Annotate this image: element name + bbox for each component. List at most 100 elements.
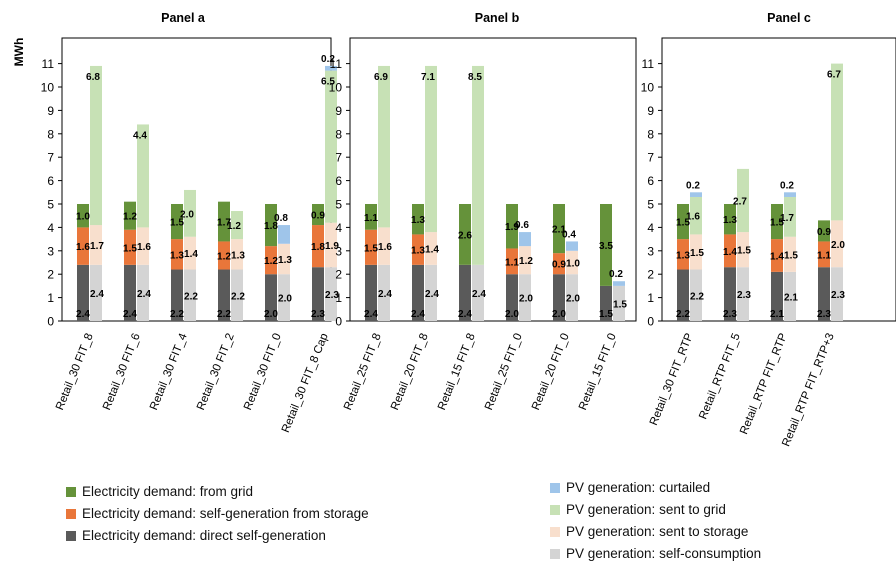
bar-pv-storage (784, 236, 796, 272)
legend-entry-grid-demand: Electricity demand: from grid (66, 481, 369, 503)
bar-pv-grid (231, 211, 243, 240)
data-label-pv-self: 2.1 (784, 292, 798, 303)
bar-demand-direct (459, 264, 471, 321)
data-label-pv-self: 2.2 (690, 291, 704, 302)
y-tick-label: 3 (647, 244, 654, 258)
bar-pv-storage (566, 250, 578, 275)
x-tick-label: Retail_30 FIT_2 (195, 332, 237, 412)
data-label-pv-self: 2.2 (184, 291, 198, 302)
data-label-pv-grid: 1.6 (686, 212, 700, 223)
bar-pv-grid (425, 65, 437, 233)
y-tick-label: 3 (335, 244, 342, 258)
y-tick-label: 7 (47, 151, 54, 165)
bar-demand-direct (365, 264, 377, 321)
bar-demand-storage (818, 241, 830, 268)
bar-pv-self (613, 285, 625, 321)
data-label-demand-direct: 2.4 (458, 309, 472, 320)
data-label-pv-self: 2.3 (325, 290, 339, 301)
bar-demand-storage (506, 248, 518, 275)
bar-demand-direct (77, 264, 89, 321)
bar-pv-storage (231, 239, 243, 270)
data-label-pv-grid: 6.8 (86, 72, 100, 83)
bar-demand-direct (553, 274, 565, 321)
data-label-pv-grid: 7.1 (421, 72, 435, 83)
data-label-pv-storage: 1.2 (519, 256, 533, 267)
bar-demand-storage (218, 241, 230, 270)
y-tick-label: 8 (47, 127, 54, 141)
bar-pv-grid (137, 124, 149, 228)
bar-demand-storage (265, 246, 277, 275)
scenario-2: 2.4 1.5 1.2 2.4 1.6 4.4 Retail_30 FIT_6 (101, 124, 151, 412)
bar-demand-grid (818, 220, 830, 242)
legend-entry-pv-storage: PV generation: sent to storage (550, 521, 761, 543)
legend-label: PV generation: sent to grid (566, 502, 726, 517)
data-label-pv-self: 2.3 (737, 290, 751, 301)
x-tick-label: Retail_30 FIT_8 (54, 332, 96, 412)
bar-pv-storage (278, 243, 290, 275)
bar-demand-direct (724, 267, 736, 321)
x-tick-label: Retail_15 FIT_0 (577, 332, 619, 412)
data-label-demand-grid: 1.5 (770, 218, 784, 229)
data-label-pv-self: 2.0 (566, 294, 580, 305)
bar-pv-self (472, 264, 484, 321)
y-tick-label: 3 (47, 244, 54, 258)
scenario-6: 1.5 3.5 1.5 0.2 Retail_15 FIT_0 (577, 204, 627, 412)
x-tick-label: Retail_20 FIT_8 (389, 332, 431, 412)
bar-pv-grid (690, 196, 702, 235)
bar-demand-grid (412, 204, 424, 235)
data-label-pv-grid: 4.4 (133, 130, 147, 141)
y-tick-label: 6 (647, 174, 654, 188)
data-label-demand-direct: 2.0 (552, 309, 566, 320)
bar-demand-direct (677, 269, 689, 321)
plot-frame (61, 37, 332, 322)
legend-swatch (550, 505, 560, 515)
data-label-demand-grid: 0.9 (817, 227, 831, 238)
data-label-pv-storage: 1.3 (231, 250, 245, 261)
data-label-pv-grid: 6.7 (827, 70, 841, 81)
y-tick-label: 10 (41, 81, 55, 95)
data-label-demand-storage: 1.5 (123, 243, 137, 254)
y-tick-label: 10 (641, 81, 655, 95)
bar-pv-grid (737, 168, 749, 233)
data-label-demand-grid: 2.6 (458, 230, 472, 241)
bar-pv-storage (90, 225, 102, 265)
scenario-5: 2.0 1.2 1.8 2.0 1.3 0.8 Retail_30 FIT_0 (242, 204, 292, 412)
data-label-pv-self: 2.4 (378, 289, 392, 300)
data-label-demand-direct: 2.1 (770, 309, 784, 320)
panel-2: Panel b 0 1 2 3 4 5 6 7 8 9 10 11 2.4 1.5 1.1 2.4 1.6 6.9 R… (329, 11, 637, 412)
data-label-demand-storage: 1.3 (411, 246, 425, 257)
bar-demand-direct (771, 271, 783, 321)
legend-pv: PV generation: curtailed PV generation: s… (550, 477, 761, 565)
bar-demand-storage (77, 227, 89, 265)
panel-title: Panel c (767, 11, 811, 25)
bar-pv-curtailed (566, 241, 578, 251)
legend-demand: Electricity demand: from grid Electricity… (66, 481, 369, 547)
bar-demand-grid (171, 204, 183, 240)
data-label-demand-storage: 0.9 (552, 260, 566, 271)
bar-demand-storage (771, 239, 783, 272)
x-tick-label: Retail_25 FIT_8 (342, 332, 384, 412)
data-label-demand-direct: 2.4 (364, 309, 378, 320)
data-label-pv-grid: 1.7 (780, 213, 794, 224)
data-label-pv-self: 2.2 (231, 291, 245, 302)
bar-pv-curtailed (519, 232, 531, 247)
data-label-pv-curtailed: 0.8 (274, 213, 288, 224)
data-label-pv-grid: 2.7 (733, 196, 747, 207)
data-label-demand-storage: 1.4 (723, 247, 737, 258)
x-tick-label: Retail_RTP FIT_5 (697, 332, 742, 421)
bar-pv-self (737, 267, 749, 321)
data-label-demand-direct: 2.3 (723, 309, 737, 320)
y-tick-label: 6 (335, 174, 342, 188)
data-label-demand-grid: 1.9 (505, 222, 519, 233)
legend-label: Electricity demand: self-generation from… (82, 506, 369, 521)
data-label-demand-direct: 2.0 (264, 309, 278, 320)
data-label-pv-storage: 1.0 (566, 259, 580, 270)
y-tick-label: 8 (647, 127, 654, 141)
data-label-demand-direct: 2.3 (311, 309, 325, 320)
legend-entry-pv-self: PV generation: self-consumption (550, 543, 761, 565)
bar-pv-self (325, 267, 337, 321)
data-label-demand-grid: 1.7 (217, 218, 231, 229)
y-tick-label: 5 (647, 198, 654, 212)
